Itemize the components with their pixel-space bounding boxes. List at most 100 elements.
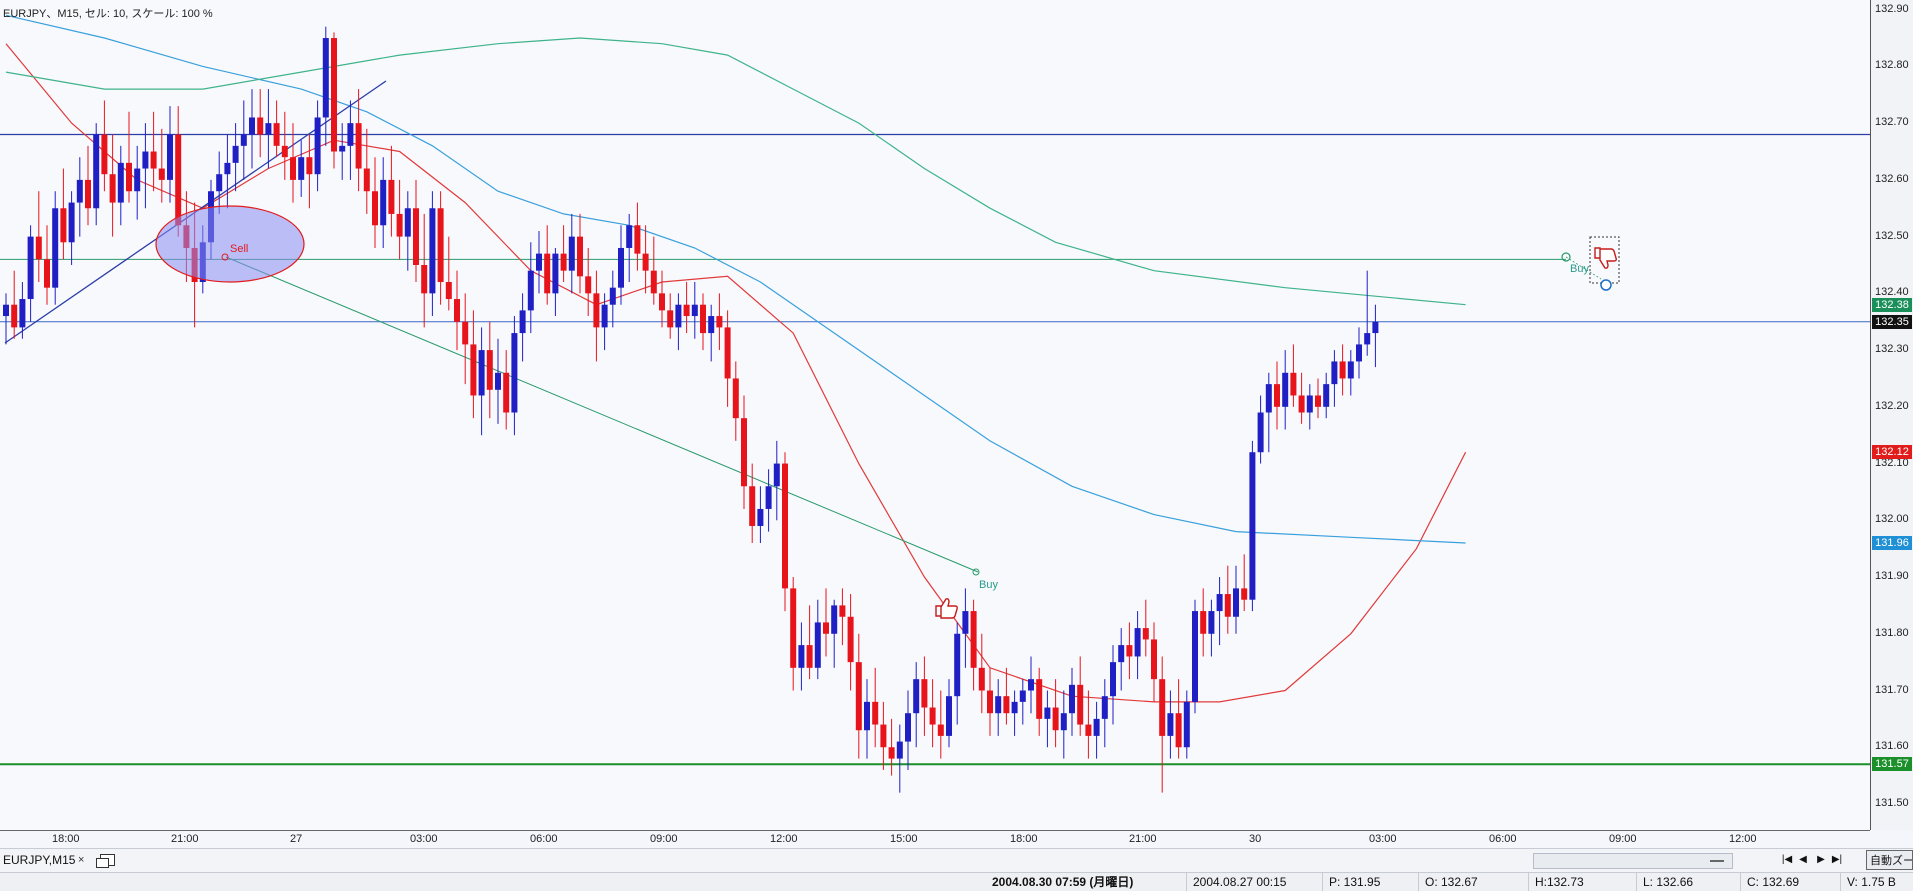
candle[interactable] — [1233, 565, 1239, 634]
candle[interactable] — [1356, 327, 1362, 379]
candle[interactable] — [872, 667, 879, 748]
candle[interactable] — [1290, 344, 1297, 407]
candle[interactable] — [1339, 344, 1346, 396]
candle[interactable] — [240, 100, 247, 180]
scroll-right-button[interactable]: ▶ — [1817, 854, 1825, 865]
candle[interactable] — [896, 724, 903, 793]
candle[interactable] — [142, 123, 149, 209]
candle[interactable] — [11, 270, 18, 339]
candle[interactable] — [437, 191, 444, 305]
candle[interactable] — [1093, 701, 1100, 759]
candle[interactable] — [1364, 270, 1371, 356]
candle[interactable] — [1257, 395, 1264, 464]
candle[interactable] — [560, 225, 567, 283]
candle[interactable] — [577, 213, 583, 294]
candle[interactable] — [798, 622, 805, 691]
candle[interactable] — [1060, 690, 1067, 759]
chart-area[interactable]: Sell Buy Buy EURJPY、M15, セル: 10, スケール: 1… — [0, 0, 1870, 830]
price-axis[interactable]: 132.90 132.80 132.70 132.60 132.50 132.40 132.… — [1870, 0, 1913, 830]
candle[interactable] — [642, 225, 649, 294]
candle[interactable] — [273, 100, 280, 158]
buy-marker-dot[interactable] — [972, 568, 980, 576]
candle[interactable] — [126, 111, 132, 203]
candle[interactable] — [1175, 679, 1182, 759]
candle[interactable] — [68, 191, 75, 265]
candle[interactable] — [216, 151, 223, 214]
candle[interactable] — [396, 179, 403, 260]
candle[interactable] — [814, 599, 821, 680]
candle[interactable] — [552, 247, 559, 317]
candle[interactable] — [117, 145, 124, 226]
candle[interactable] — [568, 213, 575, 294]
candle[interactable] — [527, 242, 534, 334]
candle[interactable] — [175, 106, 182, 237]
candle[interactable] — [1151, 622, 1157, 702]
sell-marker-dot[interactable] — [221, 253, 229, 261]
candle[interactable] — [970, 599, 977, 691]
candle[interactable] — [634, 202, 641, 271]
candle[interactable] — [1167, 690, 1174, 759]
candle[interactable] — [1298, 372, 1305, 424]
candle[interactable] — [1323, 372, 1330, 419]
candle[interactable] — [700, 293, 706, 351]
candle[interactable] — [1085, 690, 1092, 759]
candle[interactable] — [511, 316, 518, 436]
candle[interactable] — [954, 622, 961, 725]
candle[interactable] — [134, 145, 141, 220]
candle[interactable] — [650, 236, 657, 305]
candle[interactable] — [978, 633, 985, 714]
candle[interactable] — [864, 679, 870, 759]
candle[interactable] — [158, 128, 165, 203]
candle[interactable] — [773, 440, 780, 521]
candle[interactable] — [921, 656, 928, 736]
buy-marker-dot-2[interactable] — [1561, 252, 1571, 262]
candle[interactable] — [855, 633, 862, 759]
candle[interactable] — [1216, 577, 1223, 646]
candle[interactable] — [790, 577, 797, 691]
candle[interactable] — [888, 718, 895, 776]
candle[interactable] — [626, 213, 633, 283]
candle[interactable] — [298, 140, 305, 197]
candle[interactable] — [946, 679, 952, 748]
candle[interactable] — [232, 123, 239, 192]
candle[interactable] — [347, 100, 354, 180]
candle[interactable] — [839, 588, 846, 646]
ma-slow-line[interactable] — [5, 37, 1466, 306]
candle[interactable] — [1118, 628, 1125, 691]
trendline-down[interactable] — [225, 256, 979, 573]
candle[interactable] — [1028, 656, 1034, 714]
candle[interactable] — [519, 293, 526, 362]
horizontal-scrollbar[interactable] — [1533, 853, 1733, 869]
candle[interactable] — [708, 304, 715, 362]
candle[interactable] — [544, 225, 551, 305]
candle[interactable] — [880, 701, 887, 770]
candle[interactable] — [76, 157, 83, 237]
candle[interactable] — [905, 690, 911, 770]
candle[interactable] — [1044, 690, 1051, 748]
candle[interactable] — [749, 463, 756, 543]
candle[interactable] — [1331, 350, 1338, 407]
candle[interactable] — [35, 191, 42, 283]
candle[interactable] — [831, 599, 838, 668]
candle[interactable] — [1052, 679, 1059, 748]
close-tab-icon[interactable]: × — [78, 854, 85, 866]
candle[interactable] — [380, 157, 387, 248]
candle[interactable] — [1126, 622, 1133, 680]
candle[interactable] — [667, 293, 674, 339]
candle[interactable] — [3, 293, 9, 345]
candle[interactable] — [601, 293, 608, 351]
candle[interactable] — [609, 270, 616, 328]
candle[interactable] — [495, 338, 501, 424]
candle[interactable] — [421, 213, 428, 328]
candle[interactable] — [724, 310, 731, 407]
candle[interactable] — [101, 100, 108, 192]
candle[interactable] — [314, 100, 321, 192]
candle[interactable] — [1019, 679, 1026, 725]
candle[interactable] — [1003, 667, 1010, 725]
candle[interactable] — [929, 679, 936, 748]
candle[interactable] — [224, 134, 231, 209]
candle[interactable] — [1282, 350, 1289, 430]
candle[interactable] — [1315, 378, 1321, 419]
candle[interactable] — [1200, 588, 1207, 657]
candle[interactable] — [691, 282, 698, 339]
